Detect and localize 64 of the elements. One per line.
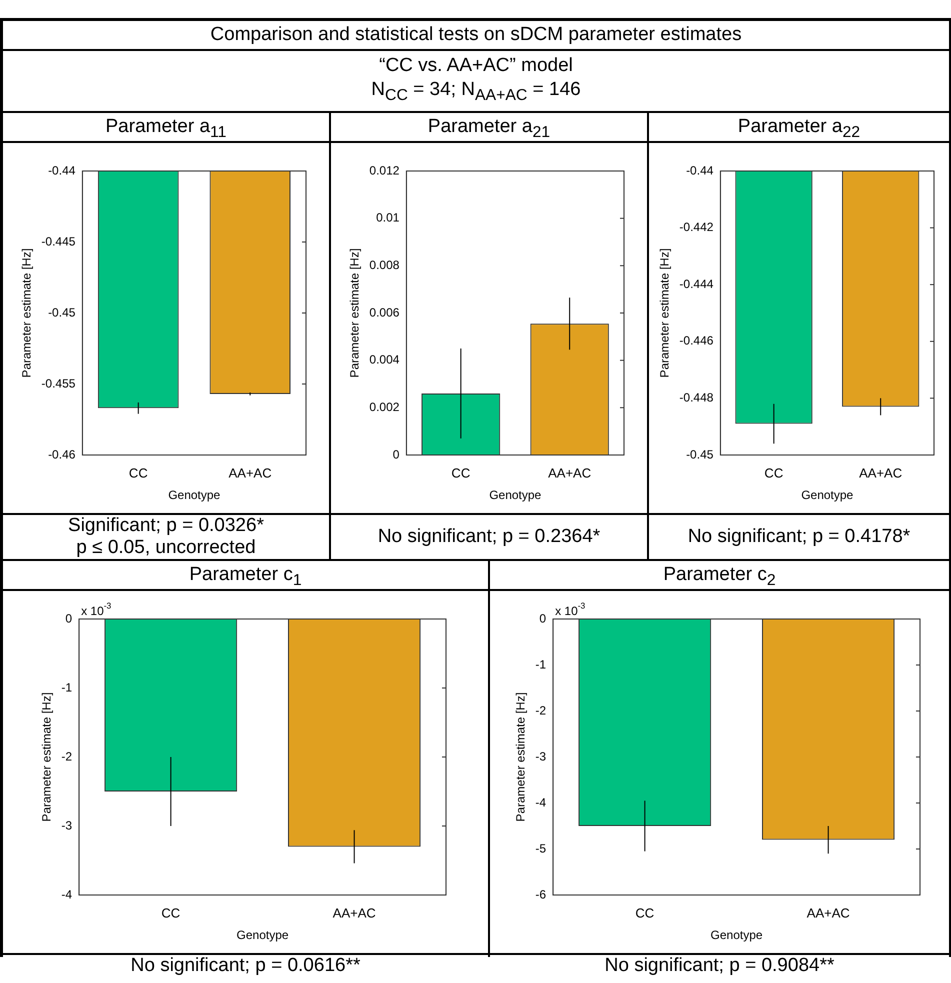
chart-title: Parameter c$_{2}$	[490, 560, 949, 591]
y-axis-title: Parameter estimate [Hz]	[20, 248, 34, 378]
y-tick-label: 0	[64, 611, 72, 626]
y-tick-label: -0.448	[679, 390, 714, 404]
x-tick-label: AA+AC	[806, 905, 850, 920]
y-tick-label: -6	[534, 887, 546, 902]
y-tick-label: 0.008	[369, 258, 400, 272]
y-tick-label: -4	[60, 887, 72, 902]
chart-title: Parameter a$_{22}$	[649, 112, 949, 143]
text: N$_{CC}$ = 34; N$_{AA+AC}$ = 146	[370, 78, 582, 106]
y-tick-label: -0.455	[41, 376, 76, 390]
y-tick-label: -0.445	[41, 234, 76, 248]
y-axis-title: Parameter estimate [Hz]	[513, 692, 528, 822]
text: Comparison and statistical tests on sDCM parameter estimates	[3, 21, 949, 51]
y-tick-label: -5	[534, 841, 546, 856]
y-tick-label: -3	[534, 749, 546, 764]
y-tick-label: -2	[60, 749, 72, 764]
chart-title: Parameter a$_{21}$	[331, 112, 647, 143]
y-axis-title: Parameter estimate [Hz]	[348, 248, 362, 378]
x-tick-label: AA+AC	[228, 465, 272, 480]
x-tick-label: AA+AC	[548, 465, 592, 480]
y-tick-label: -0.446	[679, 334, 714, 348]
chart-title: Parameter a$_{11}$	[3, 112, 329, 143]
y-tick-label: -0.44	[686, 163, 714, 178]
y-axis-title: Parameter estimate [Hz]	[658, 248, 672, 378]
y-axis-title: Parameter estimate [Hz]	[39, 692, 54, 822]
x-tick-label: CC	[160, 905, 180, 920]
y-tick-label: -0.46	[48, 447, 76, 462]
x-axis-title: Genotype	[236, 928, 288, 942]
y-tick-label: -4	[534, 795, 546, 810]
x-axis-title: Genotype	[489, 488, 542, 502]
y-tick-label: 0	[538, 611, 546, 626]
text: No significant; p = 0.2364*	[376, 526, 602, 548]
chart-title: Parameter c$_{1}$	[3, 560, 488, 591]
text: “CC vs. AA+AC” model	[378, 54, 574, 78]
y-tick-label: 0.012	[369, 163, 400, 178]
x-tick-label: CC	[451, 465, 470, 480]
x-axis-title: Genotype	[710, 928, 762, 942]
x-tick-label: CC	[128, 465, 148, 480]
y-tick-label: -0.45	[48, 305, 76, 320]
y-tick-label: -0.44	[48, 163, 76, 178]
text: p ≤ 0.05, uncorrected	[75, 536, 257, 559]
y-tick-label: 0.002	[369, 400, 400, 414]
x-tick-label: AA+AC	[859, 465, 902, 480]
y-tick-label: -2	[534, 703, 546, 718]
y-tick-label: -1	[534, 657, 546, 672]
x-tick-label: AA+AC	[332, 905, 376, 920]
x-tick-label: CC	[634, 905, 654, 920]
x-axis-title: Genotype	[168, 488, 221, 502]
text: Significant; p = 0.0326*	[67, 514, 265, 537]
y-tick-label: 0.01	[376, 210, 400, 224]
y-tick-label: -0.442	[679, 220, 714, 234]
y-tick-label: -1	[60, 680, 72, 694]
y-tick-label: 0.006	[369, 305, 400, 320]
text: No significant; p = 0.9084**	[604, 954, 836, 977]
y-tick-label: 0	[392, 447, 400, 462]
y-tick-label: -0.444	[679, 276, 714, 291]
y-tick-label: -0.45	[686, 447, 714, 462]
x-axis-title: Genotype	[801, 488, 854, 502]
text: No significant; p = 0.0616**	[130, 954, 362, 977]
y-tick-label: -3	[60, 818, 72, 832]
text: No significant; p = 0.4178*	[686, 526, 912, 548]
y-tick-label: 0.004	[369, 352, 400, 366]
x-tick-label: CC	[764, 465, 784, 480]
